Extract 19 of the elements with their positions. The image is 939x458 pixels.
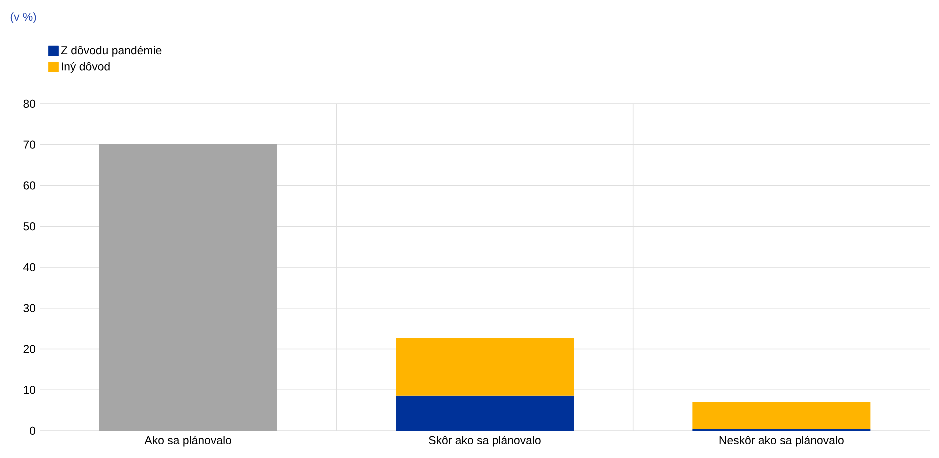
legend-label: Iný dôvod (62, 62, 110, 73)
bar (99, 144, 278, 431)
y-tick-label: 40 (24, 263, 36, 272)
y-tick-label: 70 (24, 140, 36, 149)
bar (396, 338, 574, 396)
x-tick-label: Neskôr ako sa plánovalo (720, 436, 844, 447)
bar (692, 402, 871, 429)
y-tick-label: 20 (24, 345, 36, 354)
y-tick-label: 0 (30, 426, 36, 436)
y-tick-label: 60 (24, 182, 36, 190)
bar (396, 396, 574, 431)
legend-label: Z dôvodu pandémie (61, 46, 162, 57)
y-tick-label: 10 (24, 386, 36, 394)
x-tick-label: Ako sa plánovalo (144, 436, 232, 447)
y-tick-label: 50 (24, 222, 36, 231)
text: (v %) (10, 12, 36, 24)
y-tick-label: 30 (24, 304, 36, 312)
y-tick-label: 80 (24, 100, 36, 108)
x-tick-label: Skôr ako sa plánovalo (429, 436, 541, 447)
